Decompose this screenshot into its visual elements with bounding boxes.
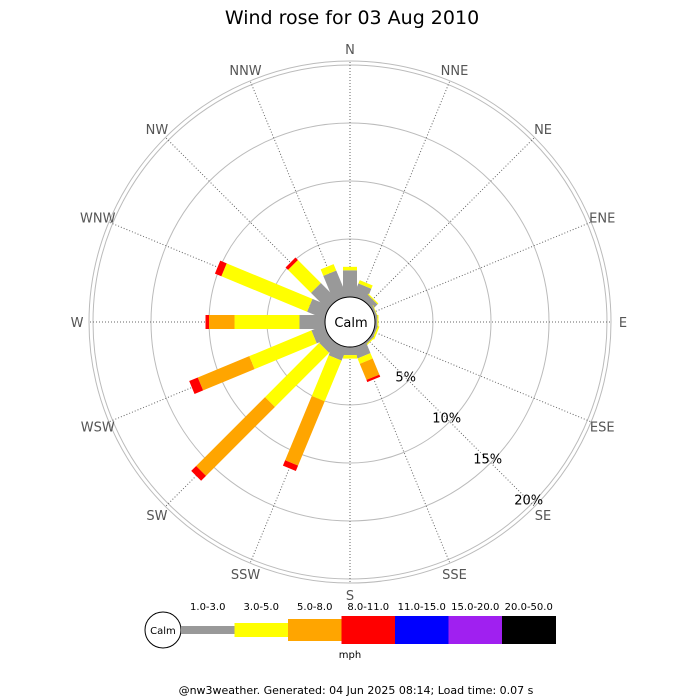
bar-wnw-bin2 <box>221 263 313 312</box>
bar-se-bin2 <box>364 336 376 348</box>
bar-wsw-bin3 <box>197 356 255 391</box>
bar-nw-bin2 <box>288 260 321 293</box>
legend-swatch-2 <box>234 623 289 637</box>
bar-ne-bin1 <box>362 294 378 310</box>
bar-sse-bin4 <box>366 374 381 383</box>
spoke-ene <box>372 221 592 313</box>
direction-label-ne: NE <box>534 123 552 138</box>
footer-text: @nw3weather. Generated: 04 Jun 2025 08:1… <box>179 684 534 697</box>
legend-calm-label: Calm <box>150 626 176 637</box>
unit-label: mph <box>339 650 361 661</box>
bar-sw-bin4 <box>191 465 207 481</box>
outer-ring <box>88 60 612 584</box>
direction-label-nnw: NNW <box>229 64 261 79</box>
legend-label-1: 1.0-3.0 <box>190 602 225 613</box>
bar-ene-bin2 <box>372 304 379 319</box>
legend-swatch-3 <box>288 619 342 641</box>
ring-label-20: 20% <box>514 494 543 509</box>
bar-sse-bin2 <box>357 353 373 364</box>
legend-label-5: 11.0-15.0 <box>398 602 446 613</box>
direction-label-w: W <box>71 316 84 331</box>
bars-layer <box>189 257 381 481</box>
direction-label-n: N <box>345 43 355 58</box>
bar-wsw-bin2 <box>249 330 317 370</box>
direction-label-nne: NNE <box>441 64 469 79</box>
direction-label-wnw: WNW <box>80 212 116 227</box>
legend-swatch-1 <box>181 626 235 634</box>
chart-title: Wind rose for 03 Aug 2010 <box>225 7 479 29</box>
legend-label-3: 5.0-8.0 <box>297 602 332 613</box>
bar-ssw-bin2 <box>311 355 342 402</box>
direction-label-s: S <box>346 589 354 604</box>
ring-label-5: 5% <box>395 371 416 386</box>
spoke-se <box>367 339 535 507</box>
direction-label-sse: SSE <box>442 568 467 583</box>
calm-circle <box>324 296 376 348</box>
bar-nw-bin1 <box>310 282 338 310</box>
legend-label-4: 8.0-11.0 <box>347 602 389 613</box>
bar-s-bin2 <box>343 355 357 359</box>
bar-s-bin1 <box>343 347 357 356</box>
ring-label-10: 10% <box>432 412 461 427</box>
bar-sse-bin3 <box>359 358 380 380</box>
spoke-nne <box>359 80 451 300</box>
legend-swatch-4 <box>341 616 396 644</box>
bar-e-bin2 <box>377 315 379 329</box>
direction-label-sw: SW <box>146 509 167 524</box>
legend-swatch-6 <box>448 616 503 644</box>
labels-layer: N NNE NE ENE E ESE SE SSE S SSW SW WSW W WNW NW NNW 5% 10… <box>71 43 628 604</box>
direction-label-se: SE <box>535 509 551 524</box>
bar-sw-bin2 <box>265 342 330 407</box>
direction-label-ese: ESE <box>590 420 615 435</box>
bar-ese-bin2 <box>372 325 380 340</box>
direction-label-ene: ENE <box>589 212 615 227</box>
bar-nnw-bin1 <box>323 270 347 302</box>
bar-w-bin2 <box>234 315 300 329</box>
bar-nw-bin4 <box>285 257 298 270</box>
spoke-sse <box>359 344 451 564</box>
legend-label-2: 3.0-5.0 <box>244 602 279 613</box>
legend-label-7: 20.0-50.0 <box>505 602 553 613</box>
direction-label-ssw: SSW <box>231 568 261 583</box>
legend-label-6: 15.0-20.0 <box>451 602 499 613</box>
direction-label-nw: NW <box>146 123 169 138</box>
bar-ssw-bin3 <box>285 396 325 466</box>
legend: Calm 1.0-3.0 3.0-5.0 5.0-8.0 8.0-11.0 11.0-15… <box>144 602 556 649</box>
bar-wsw-bin4 <box>189 377 204 394</box>
direction-label-e: E <box>619 316 627 331</box>
bar-ssw-bin4 <box>282 460 299 472</box>
ring-label-15: 15% <box>473 453 502 468</box>
calm-label: Calm <box>334 316 367 331</box>
bar-w-bin4 <box>205 315 210 329</box>
bar-n-bin1 <box>343 270 357 297</box>
calm-circle-layer: Calm <box>324 296 376 348</box>
direction-label-wsw: WSW <box>81 420 115 435</box>
legend-swatch-7 <box>502 616 556 644</box>
bar-nne-bin2 <box>358 280 373 289</box>
spoke-ese <box>372 331 592 423</box>
spoke-nnw <box>249 80 341 300</box>
bar-sw-bin3 <box>196 397 275 476</box>
bar-sse-bin1 <box>353 342 371 359</box>
spoke-ne <box>367 137 535 305</box>
bar-nnw-bin2 <box>320 264 337 276</box>
bar-n-bin2 <box>343 266 357 271</box>
legend-swatch-5 <box>395 616 449 644</box>
bar-wnw-bin4 <box>214 260 227 277</box>
bar-w-bin3 <box>209 315 235 329</box>
bar-wsw-bin1 <box>311 325 330 344</box>
bar-ne-bin2 <box>367 293 379 305</box>
bar-w-bin1 <box>299 315 325 329</box>
